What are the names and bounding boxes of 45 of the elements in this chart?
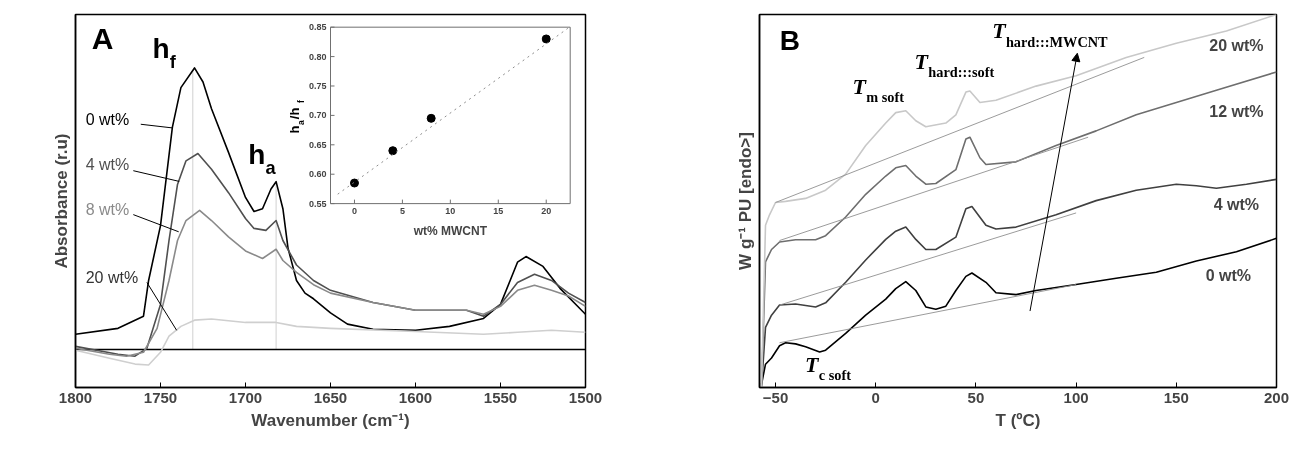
series-label: 20 wt% bbox=[1209, 36, 1264, 54]
x-tick-label: 1600 bbox=[398, 388, 433, 406]
point bbox=[426, 113, 436, 123]
x-tick-label: 5 bbox=[399, 205, 405, 216]
text: 4 wt% bbox=[85, 156, 130, 174]
y-axis-title: Absorbance (r.u) bbox=[51, 133, 71, 269]
legend-label: 0 wt% bbox=[85, 110, 130, 128]
x-tick-label: 1500 bbox=[568, 388, 603, 406]
series-label: 12 wt% bbox=[1209, 102, 1264, 120]
series-label: 0 wt% bbox=[1205, 267, 1252, 285]
x-tick-label: 1800 bbox=[58, 388, 93, 406]
y-tick-label: 0.80 bbox=[308, 51, 327, 62]
x-axis-title: Wavenumber (cm⁻¹) bbox=[251, 410, 410, 430]
x-axis-title: T (ºC) bbox=[995, 410, 1041, 430]
y-tick-label: 0.85 bbox=[308, 22, 327, 33]
point bbox=[349, 178, 359, 188]
text: A bbox=[91, 21, 114, 55]
series-label: 4 wt% bbox=[1213, 196, 1260, 214]
text: 20 wt% bbox=[85, 269, 139, 287]
y-axis-title: ha/hf bbox=[287, 100, 306, 134]
x-axis-title: wt% MWCNT bbox=[412, 223, 488, 238]
x-tick-label: 0 bbox=[871, 388, 880, 406]
x-tick-label: 0 bbox=[351, 205, 357, 216]
x-tick-label: 1550 bbox=[483, 388, 518, 406]
x-tick-label: 1750 bbox=[143, 388, 178, 406]
point bbox=[388, 146, 398, 156]
x-tick-label: 10 bbox=[445, 205, 456, 216]
x-tick-label: 100 bbox=[1063, 388, 1089, 406]
x-tick-label: 15 bbox=[493, 205, 504, 216]
y-tick-label: 0.70 bbox=[308, 110, 327, 121]
x-tick-label: 50 bbox=[967, 388, 985, 406]
x-tick-label: 20 bbox=[541, 205, 552, 216]
text: 8 wt% bbox=[85, 200, 130, 218]
x-tick-label: −50 bbox=[762, 388, 789, 406]
point bbox=[541, 34, 551, 44]
x-tick-label: 150 bbox=[1163, 388, 1189, 406]
x-tick-label: 200 bbox=[1263, 388, 1290, 406]
y-tick-label: 0.55 bbox=[308, 198, 327, 209]
y-tick-label: 0.65 bbox=[308, 139, 327, 150]
y-tick-label: 0.60 bbox=[308, 169, 327, 180]
x-tick-label: 1700 bbox=[228, 388, 263, 406]
y-axis-title: W g⁻¹ PU [endo>] bbox=[735, 132, 755, 270]
x-tick-label: 1650 bbox=[313, 388, 348, 406]
annotation: B bbox=[779, 25, 801, 57]
y-tick-label: 0.75 bbox=[308, 80, 327, 91]
